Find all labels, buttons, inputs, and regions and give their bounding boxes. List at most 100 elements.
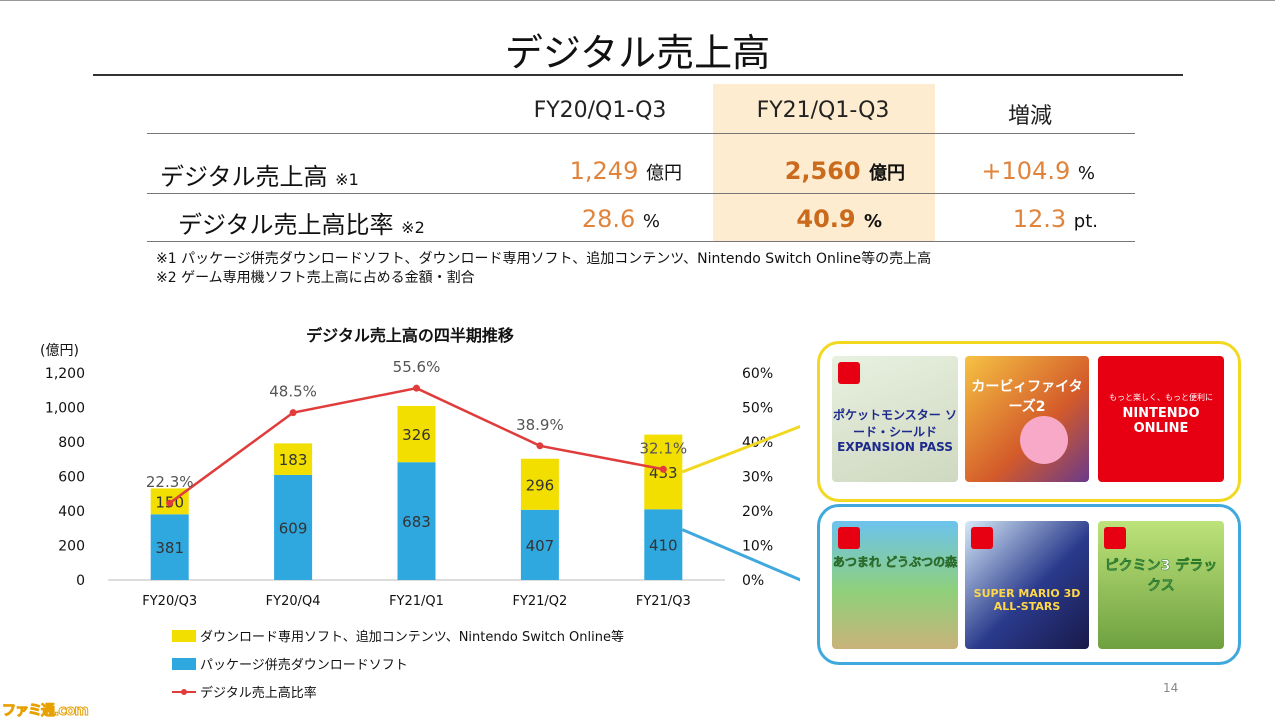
- bar-label-download-only: 326: [402, 426, 431, 444]
- legend-item-package-download: パッケージ併売ダウンロードソフト: [172, 654, 408, 673]
- bar-package-download: [397, 462, 436, 580]
- digital-products-box: ポケットモンスター ソード・シールド EXPANSION PASS カービィファ…: [817, 341, 1241, 502]
- bar-package-download: [644, 509, 683, 580]
- y-tick-right: 50%: [742, 401, 773, 417]
- product-kirby-fighters: カービィファイターズ2: [965, 356, 1089, 482]
- y-tick-left: 800: [58, 435, 85, 451]
- product-animal-crossing-title: あつまれ どうぶつの森: [832, 555, 958, 570]
- product-pikmin3: ピクミン3 デラックス: [1098, 521, 1224, 649]
- y-tick-right: 10%: [742, 539, 773, 555]
- digital-ratio-fy20: 28.6 %: [581, 205, 660, 233]
- header-change: 増減: [1007, 104, 1052, 129]
- x-tick-label: FY20/Q4: [266, 594, 321, 609]
- bar-package-download: [520, 509, 559, 580]
- y-tick-left: 1,200: [45, 366, 85, 382]
- product-online-title: NINTENDO ONLINE: [1122, 406, 1200, 436]
- ratio-label: 22.3%: [146, 473, 194, 491]
- bar-download-only: [520, 458, 559, 510]
- switch-logo-icon: [1104, 527, 1126, 549]
- table-bottom-rule: [147, 241, 1135, 242]
- y-tick-left: 1,000: [45, 401, 85, 417]
- digital-sales-change: +104.9 %: [981, 157, 1095, 185]
- x-tick-label: FY21/Q3: [636, 594, 691, 609]
- legend-swatch-blue: [172, 657, 196, 670]
- y-tick-right: 30%: [742, 470, 773, 486]
- product-online-tagline: もっと楽しく、もっと便利に: [1109, 393, 1213, 402]
- product-mario-title: SUPER MARIO 3D ALL-STARS: [973, 587, 1081, 613]
- product-pikmin-title: ピクミン3 デラックス: [1104, 558, 1218, 595]
- ratio-point: [166, 499, 174, 507]
- ratio-label: 32.1%: [639, 439, 687, 457]
- row-label-digital-ratio: デジタル売上高比率 ※2: [178, 211, 425, 239]
- legend-label-download-only: ダウンロード専用ソフト、追加コンテンツ、Nintendo Switch Onli…: [200, 630, 624, 645]
- package-products-box: あつまれ どうぶつの森 SUPER MARIO 3D ALL-STARS ピクミ…: [817, 504, 1241, 665]
- bar-download-only: [397, 405, 436, 463]
- header-fy21: FY21/Q1-Q3: [756, 98, 890, 123]
- chart-title: デジタル売上高の四半期推移: [306, 326, 514, 345]
- bar-label-package-download: 609: [279, 519, 308, 537]
- bar-package-download: [150, 514, 189, 580]
- row-label-digital-sales: デジタル売上高 ※1: [160, 163, 359, 191]
- ratio-point: [289, 409, 297, 417]
- connector-yellow: [681, 424, 800, 474]
- top-border: [0, 0, 1275, 1]
- legend-label-ratio: デジタル売上高比率: [200, 686, 317, 701]
- footnote-2: ※2 ゲーム専用機ソフト売上高に占める金額・割合: [156, 270, 475, 286]
- legend-swatch-red-line: [172, 686, 196, 698]
- y-axis-unit-label: (億円): [40, 343, 79, 359]
- y-tick-left: 200: [58, 539, 85, 555]
- product-kirby-title: カービィファイターズ2: [971, 379, 1083, 415]
- product-mario-3d: SUPER MARIO 3D ALL-STARS: [965, 521, 1089, 649]
- header-fy20: FY20/Q1-Q3: [533, 98, 667, 123]
- y-tick-left: 600: [58, 470, 85, 486]
- y-tick-left: 0: [76, 573, 85, 589]
- fy21-highlight-column: [713, 84, 935, 242]
- digital-sales-fy20: 1,249 億円: [569, 157, 682, 185]
- legend-swatch-yellow: [172, 629, 196, 642]
- legend-item-ratio: デジタル売上高比率: [172, 682, 317, 701]
- product-animal-crossing: あつまれ どうぶつの森: [832, 521, 958, 649]
- quarterly-chart: デジタル売上高の四半期推移 (億円) 0 200 400 600 800 1,000 1,200…: [40, 326, 800, 609]
- y-tick-right: 60%: [742, 366, 773, 382]
- switch-logo-icon: [971, 527, 993, 549]
- y-tick-right: 20%: [742, 504, 773, 520]
- switch-logo-icon: [838, 362, 860, 384]
- switch-logo-icon: [838, 527, 860, 549]
- product-pokemon-title: ポケットモンスター ソード・シールド EXPANSION PASS: [833, 408, 957, 454]
- connector-blue: [681, 528, 800, 582]
- ratio-point: [536, 442, 544, 450]
- table-row-rule: [147, 193, 1135, 194]
- bar-label-package-download: 381: [155, 539, 184, 557]
- digital-sales-fy21: 2,560 億円: [784, 157, 905, 185]
- kirby-character-icon: [1020, 416, 1068, 464]
- y-tick-right: 0%: [742, 573, 764, 589]
- title-divider: [93, 74, 1183, 76]
- x-tick-label: FY20/Q3: [142, 594, 197, 609]
- ratio-point: [659, 465, 667, 473]
- product-pokemon-expansion: ポケットモンスター ソード・シールド EXPANSION PASS: [832, 356, 958, 482]
- legend-item-download-only: ダウンロード専用ソフト、追加コンテンツ、Nintendo Switch Onli…: [172, 626, 624, 645]
- x-tick-label: FY21/Q1: [389, 594, 444, 609]
- bar-label-download-only: 183: [279, 451, 308, 469]
- ratio-label: 38.9%: [516, 416, 564, 434]
- ratio-point: [413, 384, 420, 392]
- legend-label-package-download: パッケージ併売ダウンロードソフト: [200, 658, 408, 673]
- watermark-logo: ファミ通.com: [2, 703, 90, 720]
- page-title: デジタル売上高: [504, 31, 771, 75]
- x-tick-label: FY21/Q2: [512, 594, 567, 609]
- bar-package-download: [274, 474, 313, 580]
- y-tick-left: 400: [58, 504, 85, 520]
- bar-label-package-download: 407: [526, 537, 555, 555]
- digital-ratio-fy21: 40.9 %: [796, 205, 882, 233]
- ratio-label: 48.5%: [269, 383, 317, 401]
- table-header-rule: [147, 133, 1135, 134]
- bar-label-package-download: 683: [402, 513, 431, 531]
- bar-label-download-only: 296: [526, 476, 555, 494]
- page-number: 14: [1163, 681, 1179, 695]
- footnote-1: ※1 パッケージ併売ダウンロードソフト、ダウンロード専用ソフト、追加コンテンツ、…: [156, 251, 932, 267]
- ratio-label: 55.6%: [393, 358, 441, 376]
- digital-ratio-change: 12.3 pt.: [1012, 205, 1098, 233]
- bar-label-package-download: 410: [649, 537, 678, 555]
- product-nintendo-online: もっと楽しく、もっと便利に NINTENDO ONLINE: [1098, 356, 1224, 482]
- bar-download-only: [274, 443, 313, 475]
